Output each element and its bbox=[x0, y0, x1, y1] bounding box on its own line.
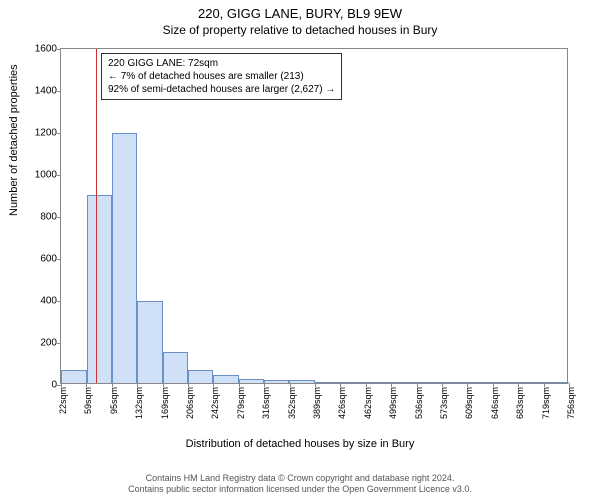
property-marker-line bbox=[96, 49, 97, 383]
y-tick-mark bbox=[57, 301, 61, 302]
histogram-bar bbox=[112, 133, 138, 383]
histogram-bar bbox=[543, 382, 569, 383]
histogram-bar bbox=[239, 379, 265, 383]
histogram-bar bbox=[289, 380, 315, 383]
x-tick-mark bbox=[442, 383, 443, 387]
x-tick-mark bbox=[467, 383, 468, 387]
x-tick-mark bbox=[86, 383, 87, 387]
annotation-line-2: ← 7% of detached houses are smaller (213… bbox=[108, 70, 335, 83]
histogram-bar bbox=[442, 382, 467, 383]
histogram-bar bbox=[61, 370, 87, 383]
x-tick-label: 499sqm bbox=[384, 387, 398, 419]
x-tick-mark bbox=[188, 383, 189, 387]
x-tick-mark bbox=[569, 383, 570, 387]
histogram-bar bbox=[315, 382, 341, 383]
histogram-bar bbox=[188, 370, 213, 383]
x-axis-label: Distribution of detached houses by size … bbox=[0, 438, 600, 450]
footer-line-1: Contains HM Land Registry data © Crown c… bbox=[0, 473, 600, 485]
x-tick-label: 59sqm bbox=[79, 387, 93, 414]
y-tick-mark bbox=[57, 343, 61, 344]
y-tick-mark bbox=[57, 133, 61, 134]
x-tick-mark bbox=[163, 383, 164, 387]
x-tick-mark bbox=[340, 383, 341, 387]
x-tick-label: 756sqm bbox=[562, 387, 576, 419]
x-tick-label: 132sqm bbox=[130, 387, 144, 419]
footer-line-2: Contains public sector information licen… bbox=[0, 484, 600, 496]
x-tick-mark bbox=[137, 383, 138, 387]
x-tick-label: 646sqm bbox=[486, 387, 500, 419]
x-tick-mark bbox=[290, 383, 291, 387]
histogram-bar bbox=[87, 195, 112, 383]
x-tick-label: 462sqm bbox=[359, 387, 373, 419]
x-tick-label: 206sqm bbox=[181, 387, 195, 419]
y-tick-mark bbox=[57, 49, 61, 50]
x-tick-label: 22sqm bbox=[54, 387, 68, 414]
chart-title: 220, GIGG LANE, BURY, BL9 9EW bbox=[0, 0, 600, 21]
x-tick-label: 316sqm bbox=[257, 387, 271, 419]
y-tick-mark bbox=[57, 175, 61, 176]
x-tick-mark bbox=[264, 383, 265, 387]
annotation-line-3: 92% of semi-detached houses are larger (… bbox=[108, 83, 335, 96]
chart-container: 220, GIGG LANE, BURY, BL9 9EW Size of pr… bbox=[0, 0, 600, 500]
x-tick-label: 352sqm bbox=[283, 387, 297, 419]
x-tick-mark bbox=[239, 383, 240, 387]
x-tick-label: 719sqm bbox=[537, 387, 551, 419]
histogram-bar bbox=[264, 380, 289, 383]
x-tick-label: 609sqm bbox=[460, 387, 474, 419]
histogram-bar bbox=[137, 301, 163, 383]
annotation-box: 220 GIGG LANE: 72sqm ← 7% of detached ho… bbox=[101, 53, 342, 100]
chart-subtitle: Size of property relative to detached ho… bbox=[0, 21, 600, 37]
x-tick-mark bbox=[391, 383, 392, 387]
x-tick-label: 169sqm bbox=[156, 387, 170, 419]
x-tick-label: 573sqm bbox=[435, 387, 449, 419]
x-tick-label: 242sqm bbox=[206, 387, 220, 419]
x-tick-mark bbox=[417, 383, 418, 387]
footer: Contains HM Land Registry data © Crown c… bbox=[0, 473, 600, 496]
x-tick-mark bbox=[213, 383, 214, 387]
plot-area: 0200400600800100012001400160022sqm59sqm9… bbox=[60, 48, 568, 384]
x-tick-mark bbox=[518, 383, 519, 387]
x-tick-label: 279sqm bbox=[232, 387, 246, 419]
histogram-bar bbox=[467, 382, 493, 383]
x-tick-mark bbox=[315, 383, 316, 387]
x-tick-mark bbox=[493, 383, 494, 387]
y-axis-label: Number of detached properties bbox=[8, 64, 20, 216]
y-tick-mark bbox=[57, 259, 61, 260]
x-tick-label: 536sqm bbox=[410, 387, 424, 419]
x-tick-mark bbox=[61, 383, 62, 387]
x-tick-label: 426sqm bbox=[333, 387, 347, 419]
x-tick-label: 95sqm bbox=[105, 387, 119, 414]
annotation-line-1: 220 GIGG LANE: 72sqm bbox=[108, 57, 335, 70]
x-tick-mark bbox=[544, 383, 545, 387]
histogram-bar bbox=[417, 382, 443, 383]
y-tick-mark bbox=[57, 217, 61, 218]
histogram-bar bbox=[518, 382, 543, 383]
x-tick-label: 389sqm bbox=[308, 387, 322, 419]
histogram-bar bbox=[213, 375, 239, 383]
x-tick-mark bbox=[112, 383, 113, 387]
histogram-bar bbox=[341, 382, 366, 383]
histogram-bar bbox=[366, 382, 392, 383]
x-tick-mark bbox=[366, 383, 367, 387]
x-tick-label: 683sqm bbox=[511, 387, 525, 419]
histogram-bar bbox=[391, 382, 417, 383]
y-tick-mark bbox=[57, 91, 61, 92]
histogram-bar bbox=[163, 352, 189, 384]
histogram-bar bbox=[493, 382, 519, 383]
